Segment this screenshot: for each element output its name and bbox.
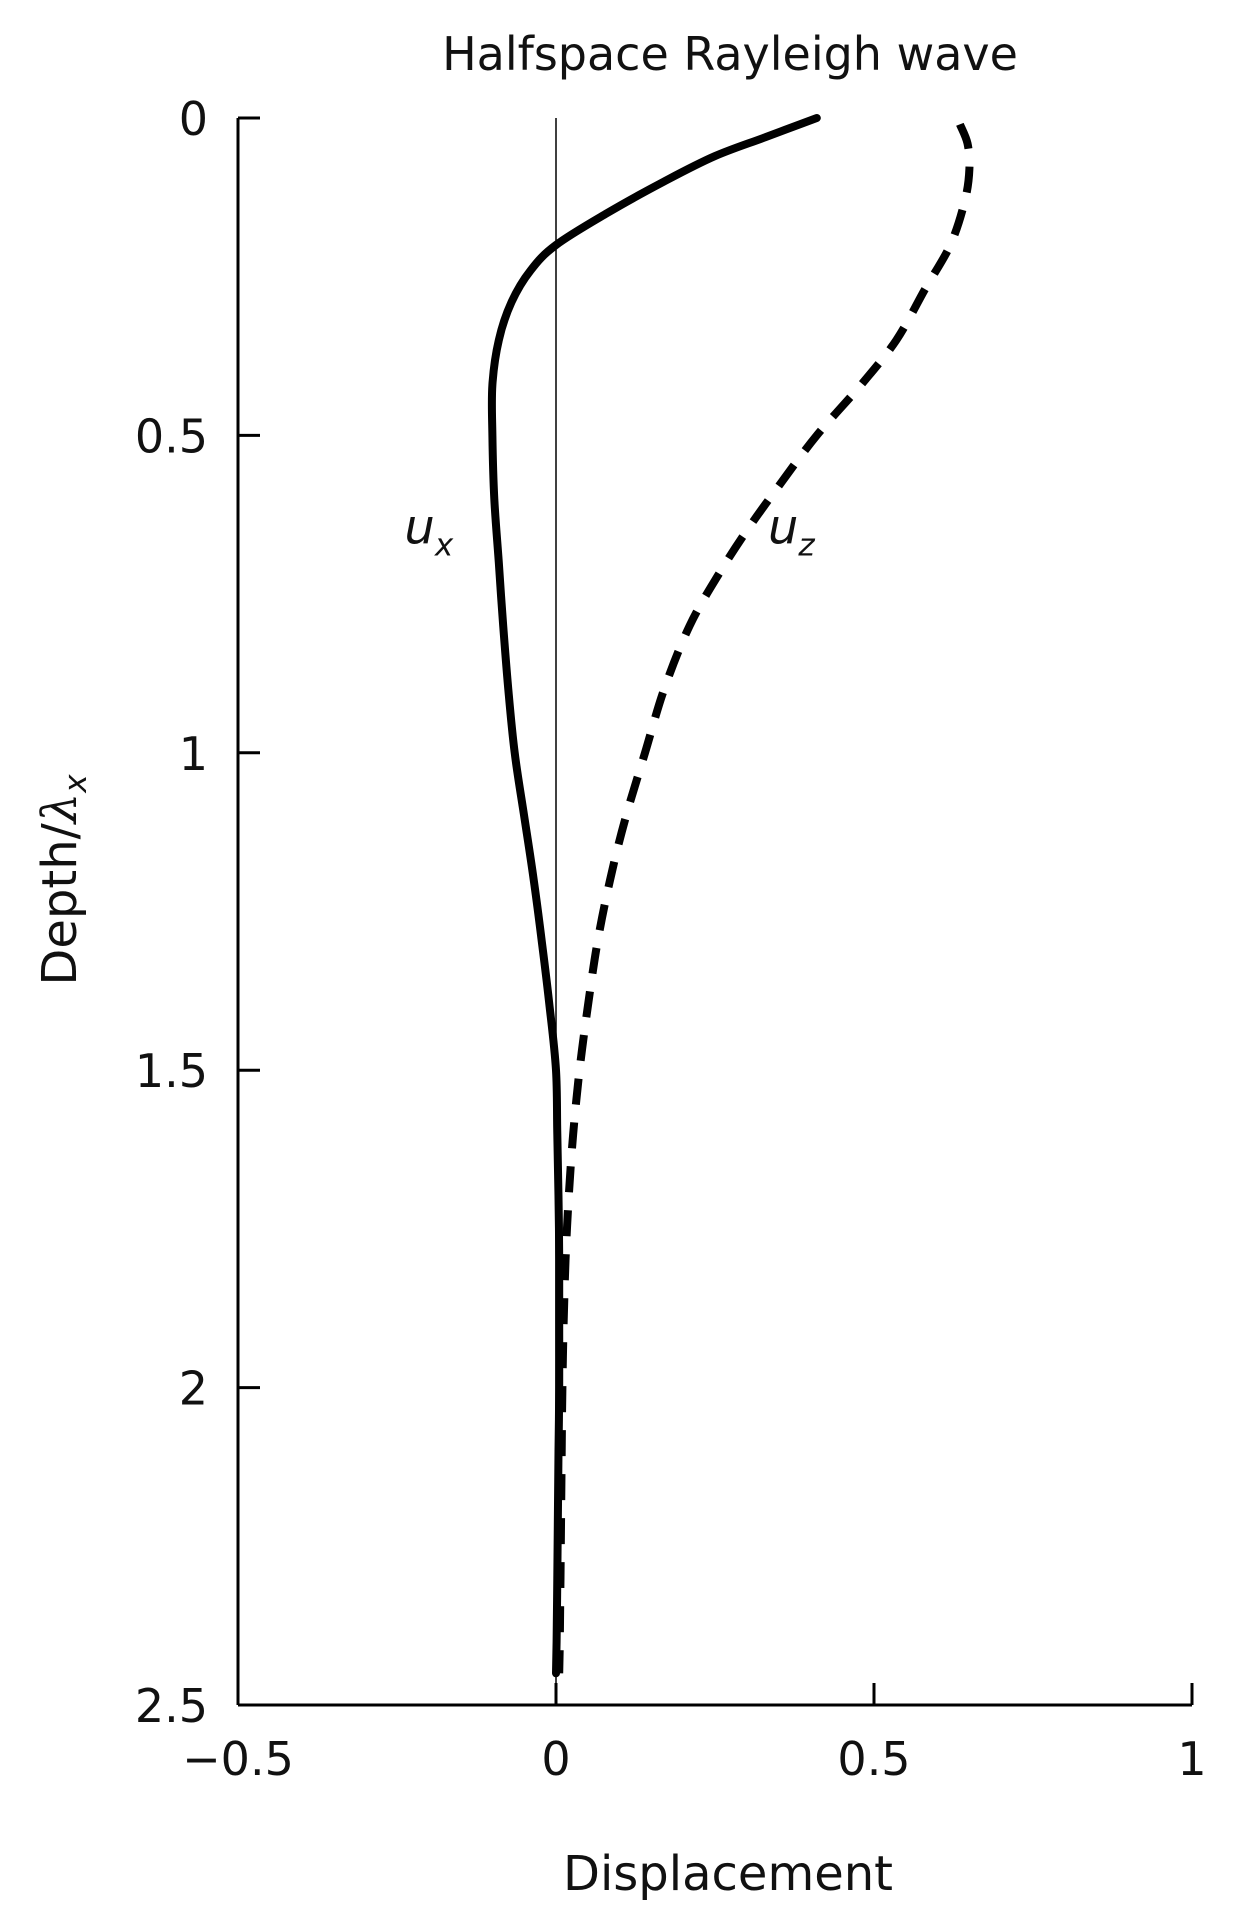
- series-line-ux: [487, 114, 821, 1678]
- series-label-symbol: u: [768, 499, 798, 555]
- x-tick-label: 1: [1177, 1732, 1206, 1786]
- y-tick-label: 2: [179, 1362, 208, 1416]
- series-label-ux: ux: [404, 499, 453, 563]
- series-label-subscript: x: [434, 527, 454, 563]
- ticks: 0 0.5 1 1.5 2 2.5−0.5 0 0.5 1: [135, 92, 1207, 1786]
- series-curves: [487, 114, 974, 1678]
- x-axis-label: Displacement: [563, 1846, 893, 1902]
- chart-title: Halfspace Rayleigh wave: [442, 27, 1018, 81]
- y-axis-label: Depth/λx: [32, 774, 94, 986]
- series-label-subscript: z: [797, 527, 815, 563]
- series-labels: ux uz: [404, 499, 815, 563]
- x-tick-label: 0.5: [837, 1732, 910, 1786]
- y-tick-label: 0.5: [135, 409, 208, 463]
- y-tick-label: 2.5: [135, 1679, 208, 1733]
- series-line-uz: [555, 122, 974, 1674]
- y-axis-label-subscript: x: [58, 774, 94, 794]
- x-tick-label: −0.5: [182, 1732, 294, 1786]
- axes: [236, 118, 1192, 1707]
- y-tick-label: 1: [179, 727, 208, 781]
- series-label-symbol: u: [404, 499, 434, 555]
- y-tick-label: 1.5: [135, 1044, 208, 1098]
- y-axis-label-symbol: λ: [32, 793, 88, 825]
- y-tick-label: 0: [179, 92, 208, 146]
- y-axis-label-text: Depth/: [32, 822, 88, 985]
- x-tick-label: 0: [541, 1732, 570, 1786]
- series-label-uz: uz: [768, 499, 815, 563]
